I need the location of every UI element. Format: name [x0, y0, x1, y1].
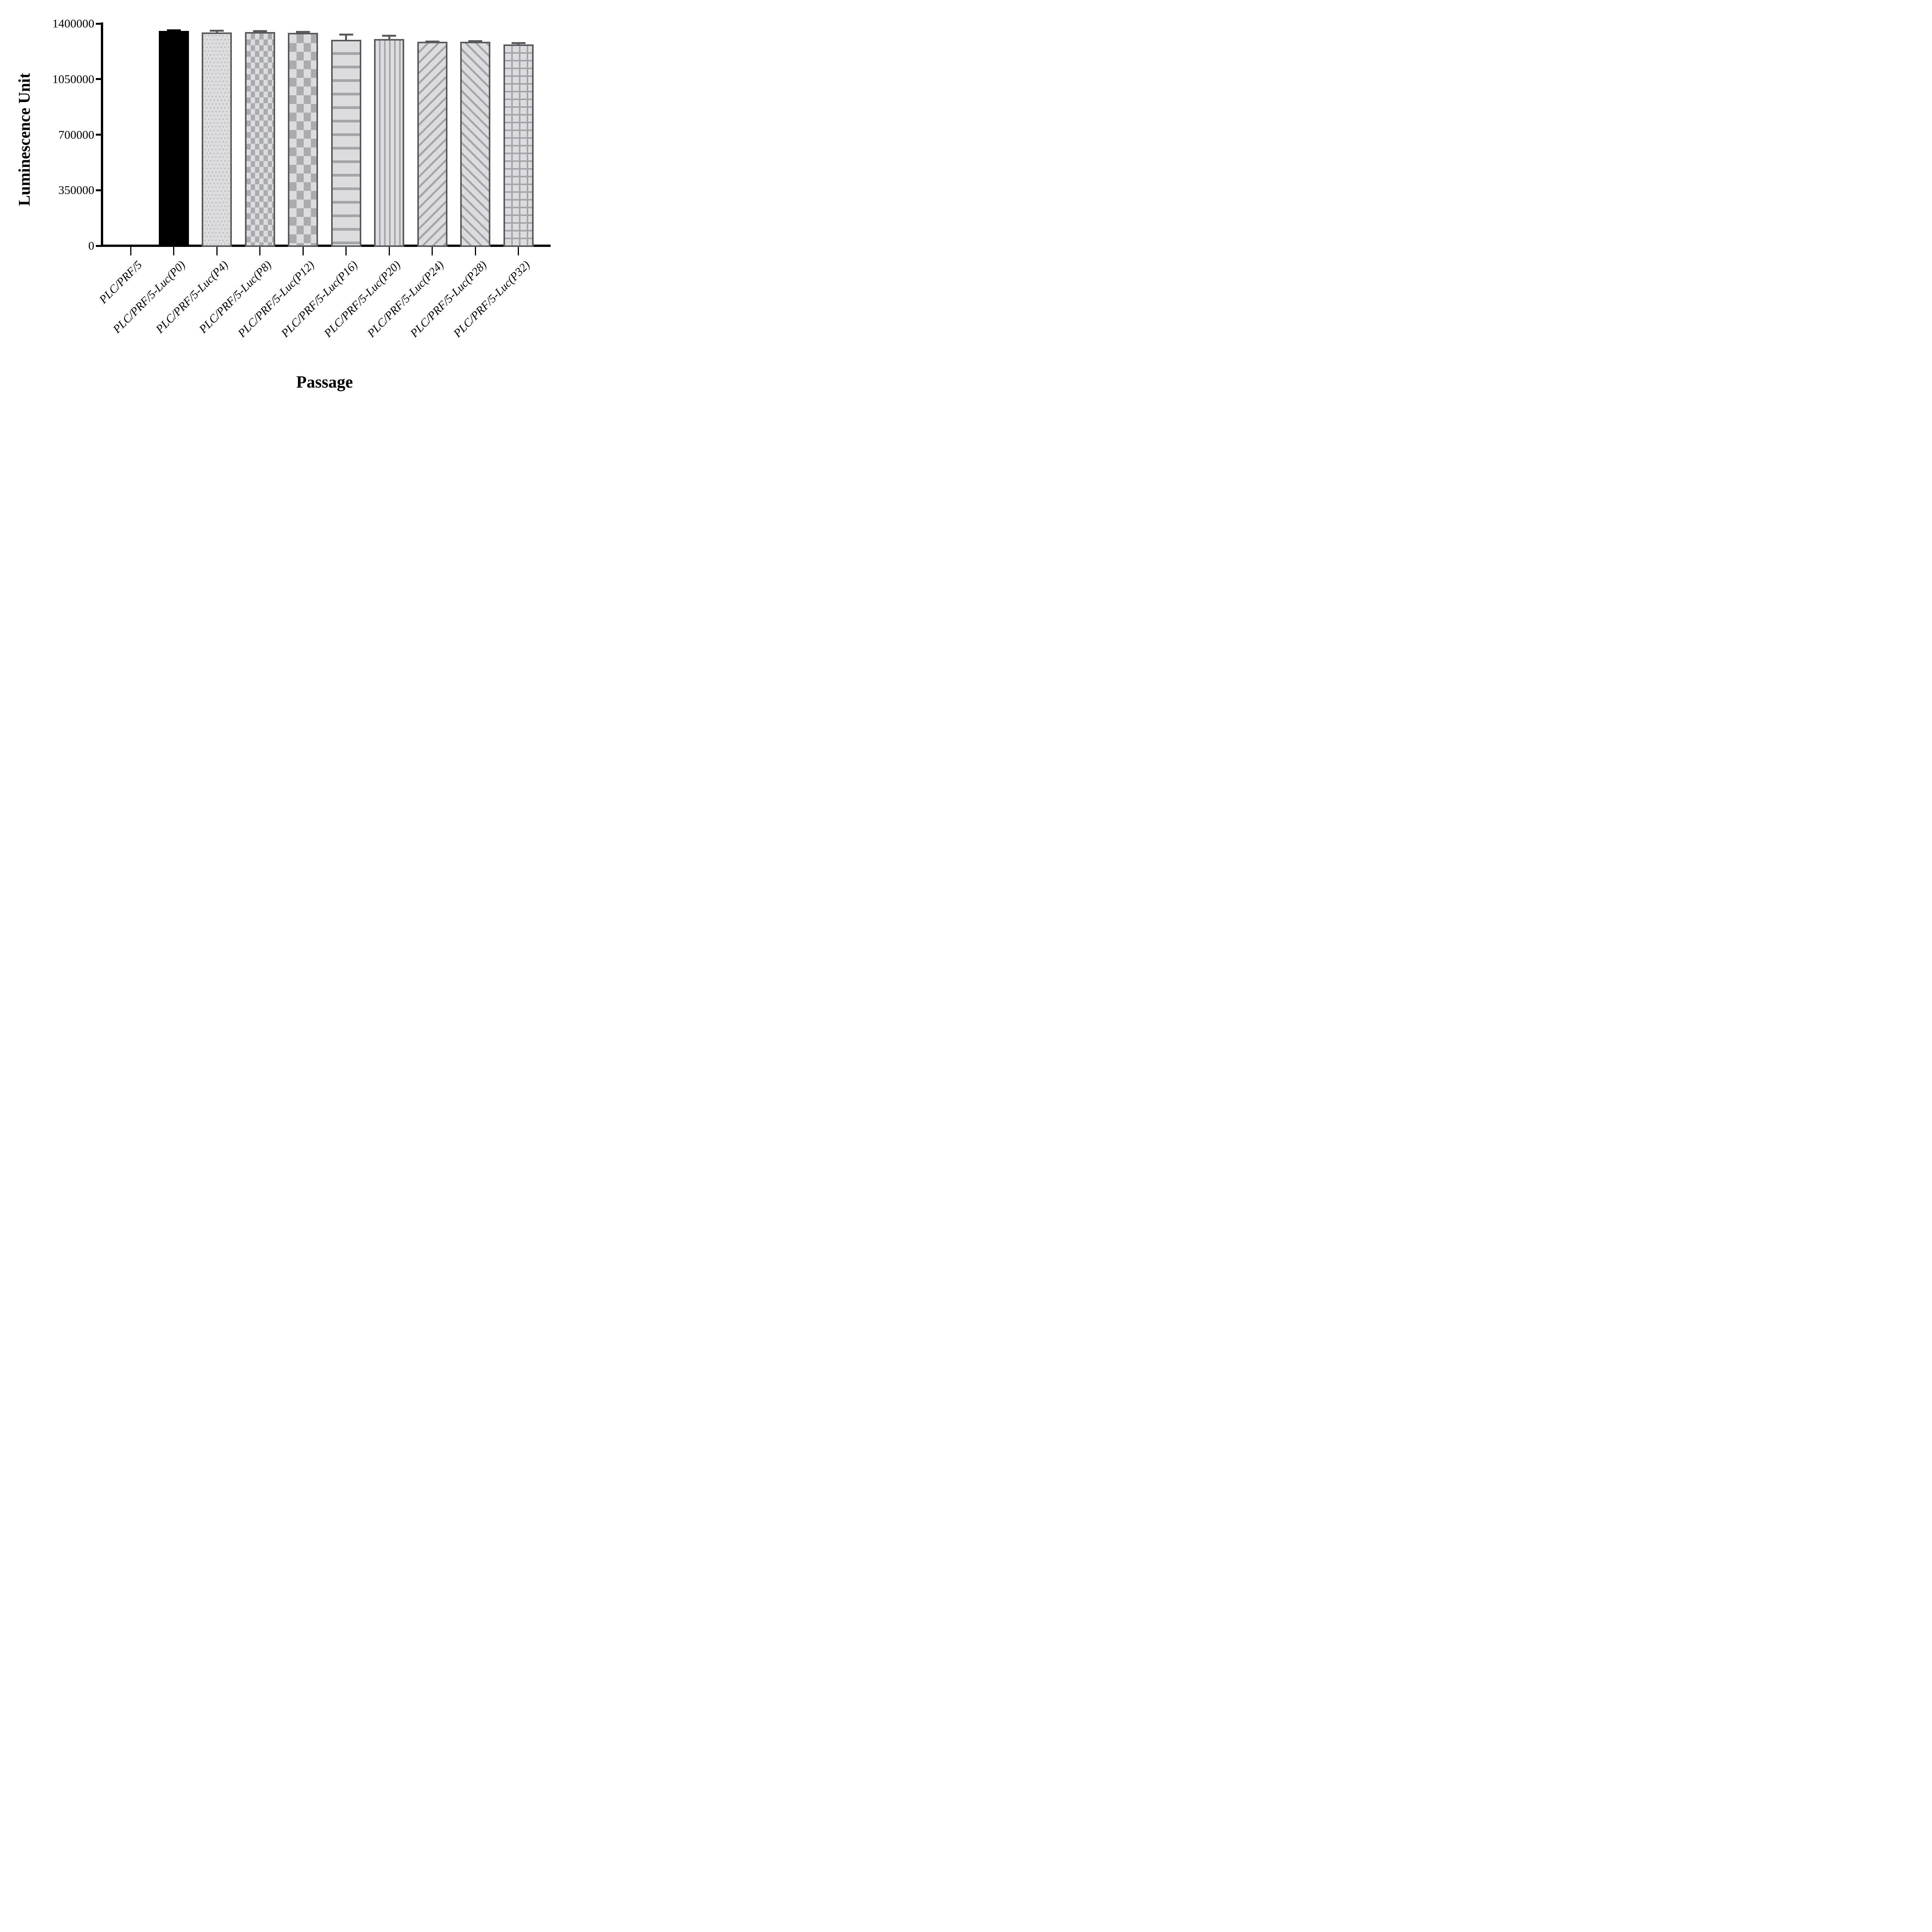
- y-tick-label: 350000: [58, 183, 94, 197]
- y-tick: [96, 189, 101, 191]
- error-bar-stem: [345, 34, 347, 43]
- x-tick: [432, 247, 433, 255]
- error-bar-stem: [388, 36, 390, 42]
- x-tick: [302, 247, 304, 255]
- y-tick: [96, 134, 101, 136]
- y-tick: [96, 245, 101, 247]
- bar-PLC-PRF-5-Luc-P4-: [202, 32, 232, 247]
- x-tick: [173, 247, 175, 255]
- bar-PLC-PRF-5-Luc-P20-: [374, 39, 405, 247]
- error-bar-cap: [339, 33, 353, 36]
- x-tick: [259, 247, 261, 255]
- y-axis-line: [101, 22, 103, 247]
- bar-PLC-PRF-5-Luc-P12-: [288, 33, 318, 247]
- x-tick: [388, 247, 390, 255]
- bar-chart-figure: Luminescence Unit Passage 0 350000 700000 1…: [0, 0, 575, 403]
- y-tick: [96, 22, 101, 25]
- x-tick: [518, 247, 519, 255]
- x-tick: [130, 247, 131, 255]
- error-bar-cap: [425, 41, 439, 43]
- x-axis-title: Passage: [296, 372, 353, 391]
- x-tick: [345, 247, 347, 255]
- error-bar-cap: [296, 31, 310, 33]
- y-tick: [96, 78, 101, 80]
- bar-PLC-PRF-5-Luc-P0-: [158, 31, 189, 247]
- error-bar-cap: [253, 30, 267, 32]
- x-tick: [216, 247, 218, 255]
- error-bar-cap: [468, 40, 483, 43]
- y-tick-label: 1400000: [52, 17, 95, 31]
- x-axis-line: [101, 245, 551, 247]
- y-tick-label: 700000: [58, 128, 94, 141]
- error-bar-cap: [511, 42, 526, 44]
- bar-PLC-PRF-5-Luc-P16-: [331, 39, 361, 247]
- bar-PLC-PRF-5-Luc-P24-: [417, 42, 447, 247]
- error-bar-cap: [382, 35, 396, 37]
- y-tick-label: 1050000: [52, 72, 95, 86]
- y-tick-label: 0: [88, 239, 95, 252]
- x-tick: [474, 247, 476, 255]
- error-bar-cap: [210, 30, 224, 32]
- bar-PLC-PRF-5-Luc-P8-: [245, 32, 275, 247]
- bar-PLC-PRF-5-Luc-P28-: [460, 42, 491, 247]
- error-bar-cap: [167, 29, 181, 32]
- bar-PLC-PRF-5-Luc-P32-: [503, 44, 534, 247]
